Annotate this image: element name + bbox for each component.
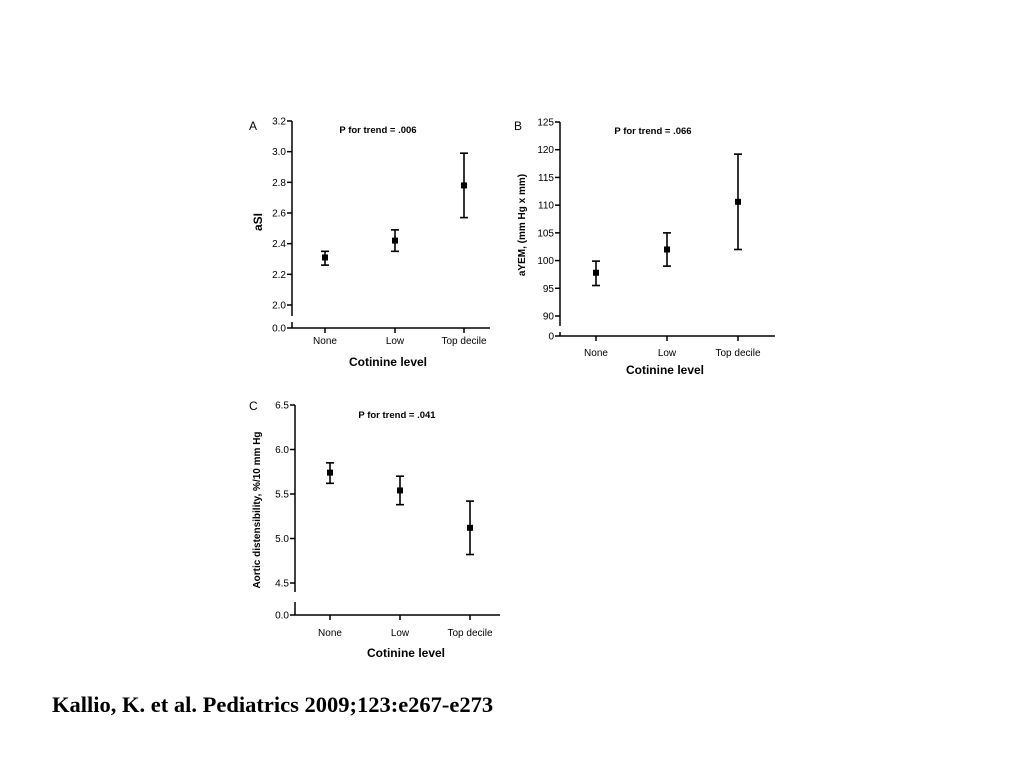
panel-c-data-point xyxy=(397,487,403,494)
panel-b-data-point xyxy=(735,198,741,205)
panel-c-x-label: Cotinine level xyxy=(367,646,445,660)
panel-a-x-tick-label: Top decile xyxy=(441,336,486,347)
panel-c-data-point xyxy=(327,469,333,476)
panel-a-y-tick-label: 2.4 xyxy=(272,239,286,250)
panel-b-y-tick-label: 105 xyxy=(537,228,554,239)
panel-a-y-tick-label: 3.0 xyxy=(272,147,286,158)
panel-c-y-tick-label: 5.0 xyxy=(275,534,289,545)
panel-a-y-tick-label: 2.0 xyxy=(272,301,286,312)
panel-c-y-tick-label: 6.5 xyxy=(275,401,289,412)
panel-a-x-tick-label: Low xyxy=(386,336,405,347)
panel-b-y-tick-label: 90 xyxy=(543,312,555,323)
panel-b-annotation: P for trend = .066 xyxy=(614,126,691,137)
panel-b-data-point xyxy=(593,269,599,276)
panel-c-y-tick-label: 4.5 xyxy=(275,579,289,590)
panel-b-x-tick-label: Top decile xyxy=(715,348,760,359)
panel-a-y-tick-label: 2.6 xyxy=(272,209,286,220)
panel-b-y-tick-label: 125 xyxy=(537,118,554,129)
panel-b-y-tick-label: 110 xyxy=(538,201,554,212)
panel-b-y-tick-label: 115 xyxy=(538,173,554,184)
panel-a-data-point xyxy=(392,237,398,244)
panel-c-annotation: P for trend = .041 xyxy=(358,410,436,421)
panel-a-y-label: aSI xyxy=(251,213,265,231)
panel-c-y-label: Aortic distensibility, %/10 mm Hg xyxy=(252,431,263,588)
panel-a-x-label: Cotinine level xyxy=(349,355,427,369)
panel-b-y-tick-label: 120 xyxy=(537,145,554,156)
panel-c-letter: C xyxy=(249,399,258,413)
panel-b-x-tick-label: Low xyxy=(658,348,677,359)
panel-b-y-tick-label: 95 xyxy=(543,284,555,295)
panel-b-y-tick-label: 100 xyxy=(537,256,554,267)
panel-b-zero-label: 0 xyxy=(548,332,554,343)
panel-b-x-label: Cotinine level xyxy=(626,363,704,377)
panel-b-letter: B xyxy=(514,119,522,133)
citation: Kallio, K. et al. Pediatrics 2009;123:e2… xyxy=(52,692,494,717)
panel-a-x-tick-label: None xyxy=(313,336,337,347)
panel-b-data-point xyxy=(664,246,670,253)
panel-a-data-point xyxy=(461,182,467,189)
panel-c-x-tick-label: Top decile xyxy=(447,628,492,639)
panel-a-annotation: P for trend = .006 xyxy=(339,125,416,136)
panel-c-x-tick-label: None xyxy=(318,628,342,639)
panel-a-y-tick-label: 3.2 xyxy=(272,117,286,128)
panel-c-data-point xyxy=(467,524,473,531)
panel-b-x-tick-label: None xyxy=(584,348,608,359)
panel-a-zero-label: 0.0 xyxy=(272,324,286,335)
panel-a-letter: A xyxy=(249,119,257,133)
panel-a-data-point xyxy=(322,254,328,261)
panel-c-y-tick-label: 6.0 xyxy=(275,445,289,456)
panel-c-x-tick-label: Low xyxy=(391,628,410,639)
panel-a-y-tick-label: 2.2 xyxy=(272,270,286,281)
panel-b-y-label: aYEM, (mm Hg x mm) xyxy=(517,174,528,276)
panel-a-y-tick-label: 2.8 xyxy=(272,178,286,189)
panel-c-zero-label: 0.0 xyxy=(275,611,289,622)
panel-c-y-tick-label: 5.5 xyxy=(275,490,289,501)
